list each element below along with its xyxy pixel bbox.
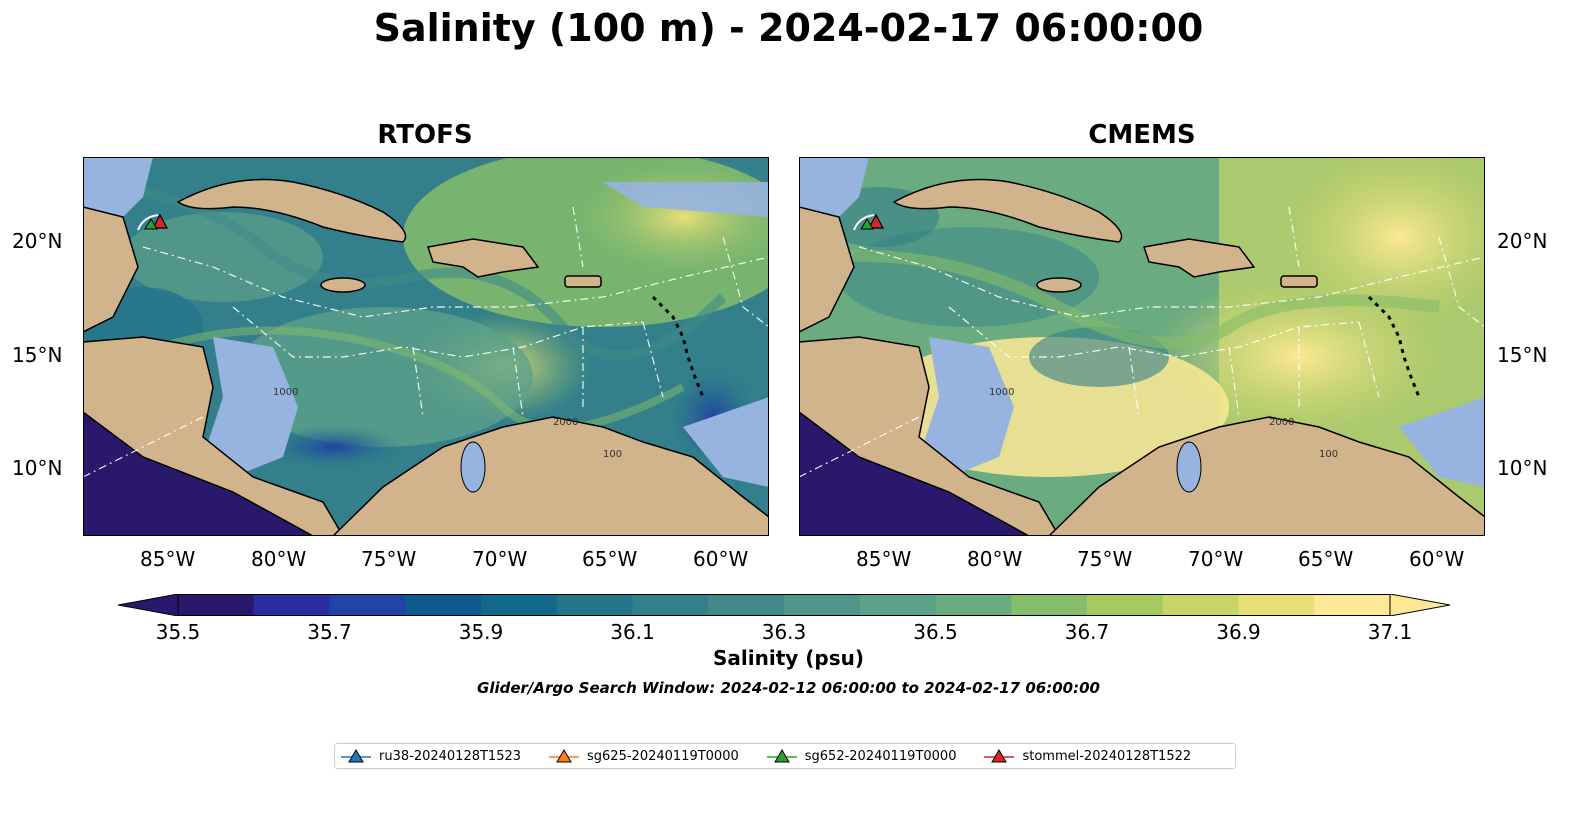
contour-label: 1000	[273, 387, 298, 398]
search-window-note: Glider/Argo Search Window: 2024-02-12 06…	[477, 679, 1100, 697]
triangle-marker-icon	[549, 749, 580, 763]
contour-label: 1000	[989, 387, 1014, 398]
panel-title-cmems: CMEMS	[1088, 120, 1196, 150]
lon-tick-label: 70°W	[1188, 547, 1244, 571]
colorbar-segment	[1162, 594, 1239, 616]
lon-tick-label: 80°W	[967, 547, 1023, 571]
colorbar-extend-low	[117, 593, 179, 617]
legend-label: sg652-20240119T0000	[804, 748, 957, 764]
legend-label: sg625-20240119T0000	[587, 748, 739, 764]
colorbar-tick-label: 35.7	[307, 620, 352, 644]
legend-item-ru38[interactable]: ru38-20240128T1523	[341, 748, 521, 764]
lon-tick-label: 60°W	[693, 547, 749, 571]
colorbar-segment	[1011, 594, 1088, 616]
colorbar-tick-label: 36.1	[610, 620, 655, 644]
lon-tick-label: 85°W	[856, 547, 912, 571]
colorbar-segment	[178, 594, 255, 616]
contour-label: 100	[1319, 449, 1338, 460]
contour-label: 2000	[553, 417, 578, 428]
lat-tick-label: 20°N	[1497, 229, 1548, 253]
colorbar-segment	[632, 594, 709, 616]
legend-label: stommel-20240128T1522	[1022, 748, 1192, 764]
lon-tick-label: 85°W	[140, 547, 196, 571]
glider-marker[interactable]	[144, 218, 158, 230]
lat-tick-label: 10°N	[1497, 456, 1548, 480]
colorbar-segment	[253, 594, 330, 616]
colorbar-segment	[784, 594, 861, 616]
colorbar-segment	[859, 594, 936, 616]
colorbar-tick-label: 36.7	[1064, 620, 1110, 644]
triangle-marker-icon	[341, 749, 371, 763]
colorbar-outline	[177, 594, 1391, 616]
lon-tick-label: 65°W	[1298, 547, 1354, 571]
glider-marker[interactable]	[860, 218, 874, 230]
colorbar-segment	[481, 594, 558, 616]
colorbar-tick-label: 35.9	[458, 620, 504, 644]
colorbar-segment	[935, 594, 1012, 616]
colorbar-label: Salinity (psu)	[712, 646, 864, 670]
lat-tick-label: 15°N	[12, 343, 63, 367]
map-cmems[interactable]: 1000 2000 100	[799, 157, 1485, 536]
colorbar-tick-label: 36.3	[761, 620, 807, 644]
colorbar-tick-label: 37.1	[1367, 620, 1413, 644]
colorbar-tick-label: 36.5	[913, 620, 958, 644]
contour-label: 2000	[1269, 417, 1294, 428]
lat-tick-label: 10°N	[12, 456, 63, 480]
colorbar-segment	[556, 594, 633, 616]
lon-tick-label: 60°W	[1409, 547, 1465, 571]
contour-label: 100	[603, 449, 622, 460]
legend-label: ru38-20240128T1523	[379, 748, 522, 764]
colorbar-segment	[405, 594, 482, 616]
colorbar-extend-high	[1389, 593, 1451, 617]
map-rtofs[interactable]: 1000 2000 100	[83, 157, 769, 536]
lon-tick-label: 75°W	[361, 547, 417, 571]
colorbar	[117, 593, 1451, 620]
figure-title: Salinity (100 m) - 2024-02-17 06:00:00	[373, 6, 1204, 50]
colorbar-segment	[708, 594, 785, 616]
colorbar-tick-label: 35.5	[155, 620, 201, 644]
lon-tick-label: 65°W	[582, 547, 638, 571]
glider-marker[interactable]	[151, 213, 169, 229]
legend-item-sg625[interactable]: sg625-20240119T0000	[549, 748, 739, 764]
legend-item-stommel[interactable]: stommel-20240128T1522	[984, 748, 1191, 764]
lon-tick-label: 70°W	[472, 547, 528, 571]
colorbar-segment	[1087, 594, 1164, 616]
colorbar-segment	[1238, 594, 1315, 616]
panel-title-rtofs: RTOFS	[377, 120, 473, 150]
colorbar-segment	[1314, 594, 1391, 616]
lon-tick-label: 80°W	[251, 547, 307, 571]
lon-tick-label: 75°W	[1077, 547, 1133, 571]
legend: ru38-20240128T1523 sg625-20240119T0000 s…	[334, 743, 1236, 769]
triangle-marker-icon	[766, 749, 797, 763]
lat-tick-label: 20°N	[12, 229, 63, 253]
legend-item-sg652[interactable]: sg652-20240119T0000	[766, 748, 957, 764]
colorbar-segment	[329, 594, 406, 616]
lat-tick-label: 15°N	[1497, 343, 1548, 367]
colorbar-tick-label: 36.9	[1216, 620, 1261, 644]
triangle-marker-icon	[984, 749, 1015, 763]
glider-marker[interactable]	[867, 213, 885, 229]
